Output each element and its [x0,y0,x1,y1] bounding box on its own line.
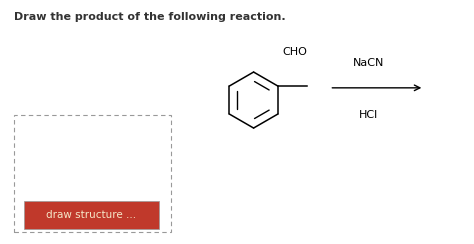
Text: draw structure ...: draw structure ... [46,210,137,220]
Text: CHO: CHO [282,48,307,57]
Bar [24,201,159,229]
Text: Draw the product of the following reaction.: Draw the product of the following reacti… [14,12,286,22]
Bar [14,115,171,232]
Text: HCl: HCl [359,110,378,120]
Text: NaCN: NaCN [353,59,384,68]
